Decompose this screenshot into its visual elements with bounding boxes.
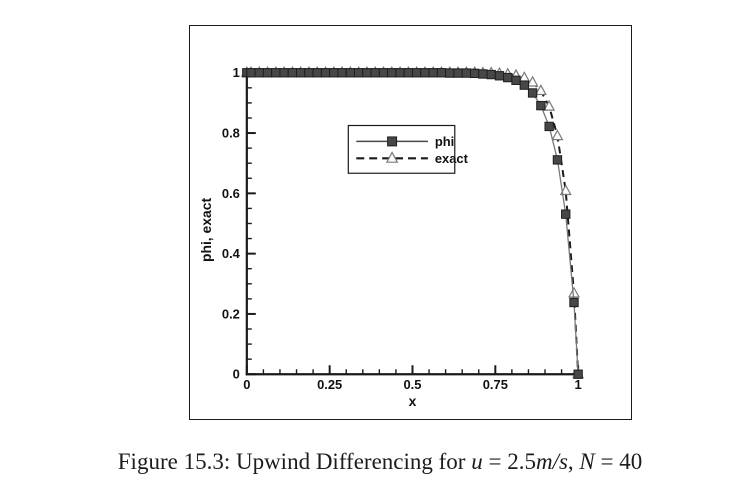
- square-marker: [395, 68, 405, 78]
- square-marker: [519, 80, 529, 90]
- square-marker: [527, 88, 538, 98]
- square-marker: [403, 68, 414, 78]
- series-phi: [242, 68, 583, 379]
- square-marker: [511, 75, 521, 85]
- legend-entry-phi: phi: [356, 134, 454, 149]
- square-marker: [469, 68, 480, 79]
- square-marker: [287, 68, 298, 78]
- square-marker: [387, 136, 398, 147]
- triangle-marker: [568, 286, 580, 298]
- x-axis-title: x: [409, 393, 417, 409]
- caption-segment: Figure 15.3: Upwind Differencing for: [117, 449, 472, 474]
- square-marker: [312, 68, 322, 78]
- square-marker: [411, 68, 422, 78]
- square-marker: [486, 69, 496, 80]
- square-marker: [304, 68, 314, 78]
- legend-box: [347, 124, 456, 174]
- y-tick-label: 0.6: [222, 186, 240, 201]
- square-marker: [378, 68, 389, 78]
- x-tick-label: 0.25: [317, 377, 342, 392]
- square-marker: [494, 71, 505, 81]
- square-marker: [329, 68, 339, 78]
- square-marker: [271, 68, 281, 78]
- square-marker: [345, 68, 356, 78]
- square-marker: [503, 72, 513, 83]
- square-marker: [262, 68, 273, 78]
- square-marker: [544, 121, 554, 132]
- ticks: [245, 71, 580, 376]
- series-line-phi: [246, 72, 579, 375]
- caption-segment: N: [579, 449, 595, 474]
- y-tick-label: 0.8: [222, 126, 240, 141]
- square-marker: [461, 68, 472, 78]
- square-marker: [478, 69, 488, 79]
- tick-labels: 0 0.25 0.5 0.75 1 0 0.2 0.4 0.6 0.8 1: [222, 65, 582, 392]
- caption-segment: = 2.5: [482, 449, 536, 474]
- caption-segment: u: [471, 449, 483, 474]
- caption-segment: = 40: [594, 449, 643, 474]
- series-exact: [240, 65, 585, 379]
- legend: phi exact: [347, 124, 469, 174]
- figure-panel: 0 0.25 0.5 0.75 1 0 0.2 0.4 0.6 0.8 1 x phi, exact ph…: [189, 25, 632, 420]
- y-tick-label: 0.2: [222, 306, 240, 321]
- square-marker: [337, 68, 347, 78]
- triangle-marker: [385, 151, 399, 163]
- square-marker: [246, 68, 256, 78]
- legend-entry-exact: exact: [356, 151, 469, 166]
- triangle-marker: [559, 184, 572, 196]
- y-tick-label: 0: [233, 367, 240, 382]
- triangle-marker: [526, 75, 539, 87]
- square-marker: [573, 369, 583, 379]
- square-marker: [552, 155, 563, 165]
- legend-label-exact: exact: [435, 151, 469, 166]
- square-marker: [420, 68, 430, 78]
- square-marker: [453, 68, 463, 78]
- square-marker: [362, 68, 372, 78]
- square-marker: [387, 68, 397, 78]
- square-marker: [569, 297, 579, 308]
- square-marker: [536, 100, 546, 111]
- caption-segment: ,: [567, 449, 580, 474]
- x-tick-label: 0.75: [483, 377, 508, 392]
- series-line-exact: [246, 71, 580, 375]
- square-marker: [254, 68, 264, 78]
- triangle-marker: [551, 129, 564, 141]
- axes: [245, 71, 580, 376]
- x-tick-label: 0: [243, 377, 250, 392]
- square-marker: [279, 68, 289, 78]
- square-marker: [436, 68, 447, 78]
- square-marker: [320, 68, 331, 78]
- square-marker: [295, 68, 306, 78]
- square-marker: [370, 68, 380, 78]
- x-tick-label: 1: [575, 377, 582, 392]
- y-axis-title: phi, exact: [198, 198, 214, 263]
- square-marker: [561, 209, 571, 219]
- figure-caption: Figure 15.3: Upwind Differencing for u =…: [30, 448, 730, 476]
- triangle-marker: [534, 84, 547, 96]
- chart-canvas: 0 0.25 0.5 0.75 1 0 0.2 0.4 0.6 0.8 1 x phi, exact ph…: [198, 65, 585, 409]
- caption-segment: m/s: [535, 449, 568, 474]
- triangle-marker: [518, 71, 531, 83]
- y-tick-label: 0.4: [222, 246, 241, 261]
- x-tick-label: 0.5: [404, 377, 422, 392]
- square-marker: [428, 68, 438, 78]
- square-marker: [353, 68, 364, 78]
- legend-label-phi: phi: [435, 134, 454, 149]
- square-marker: [445, 68, 455, 78]
- y-tick-label: 1: [233, 65, 240, 80]
- triangle-marker: [543, 99, 556, 111]
